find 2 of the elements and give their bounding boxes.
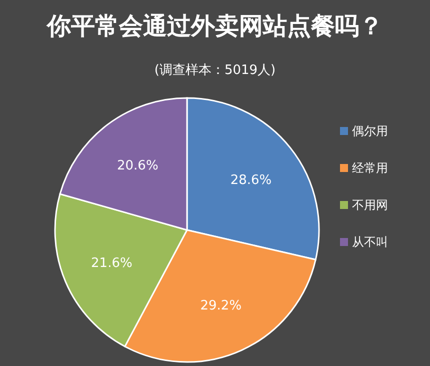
subtitle: (调查样本：5019人) (154, 63, 276, 78)
title: 你平常会通过外卖网站点餐吗？ (47, 12, 383, 40)
